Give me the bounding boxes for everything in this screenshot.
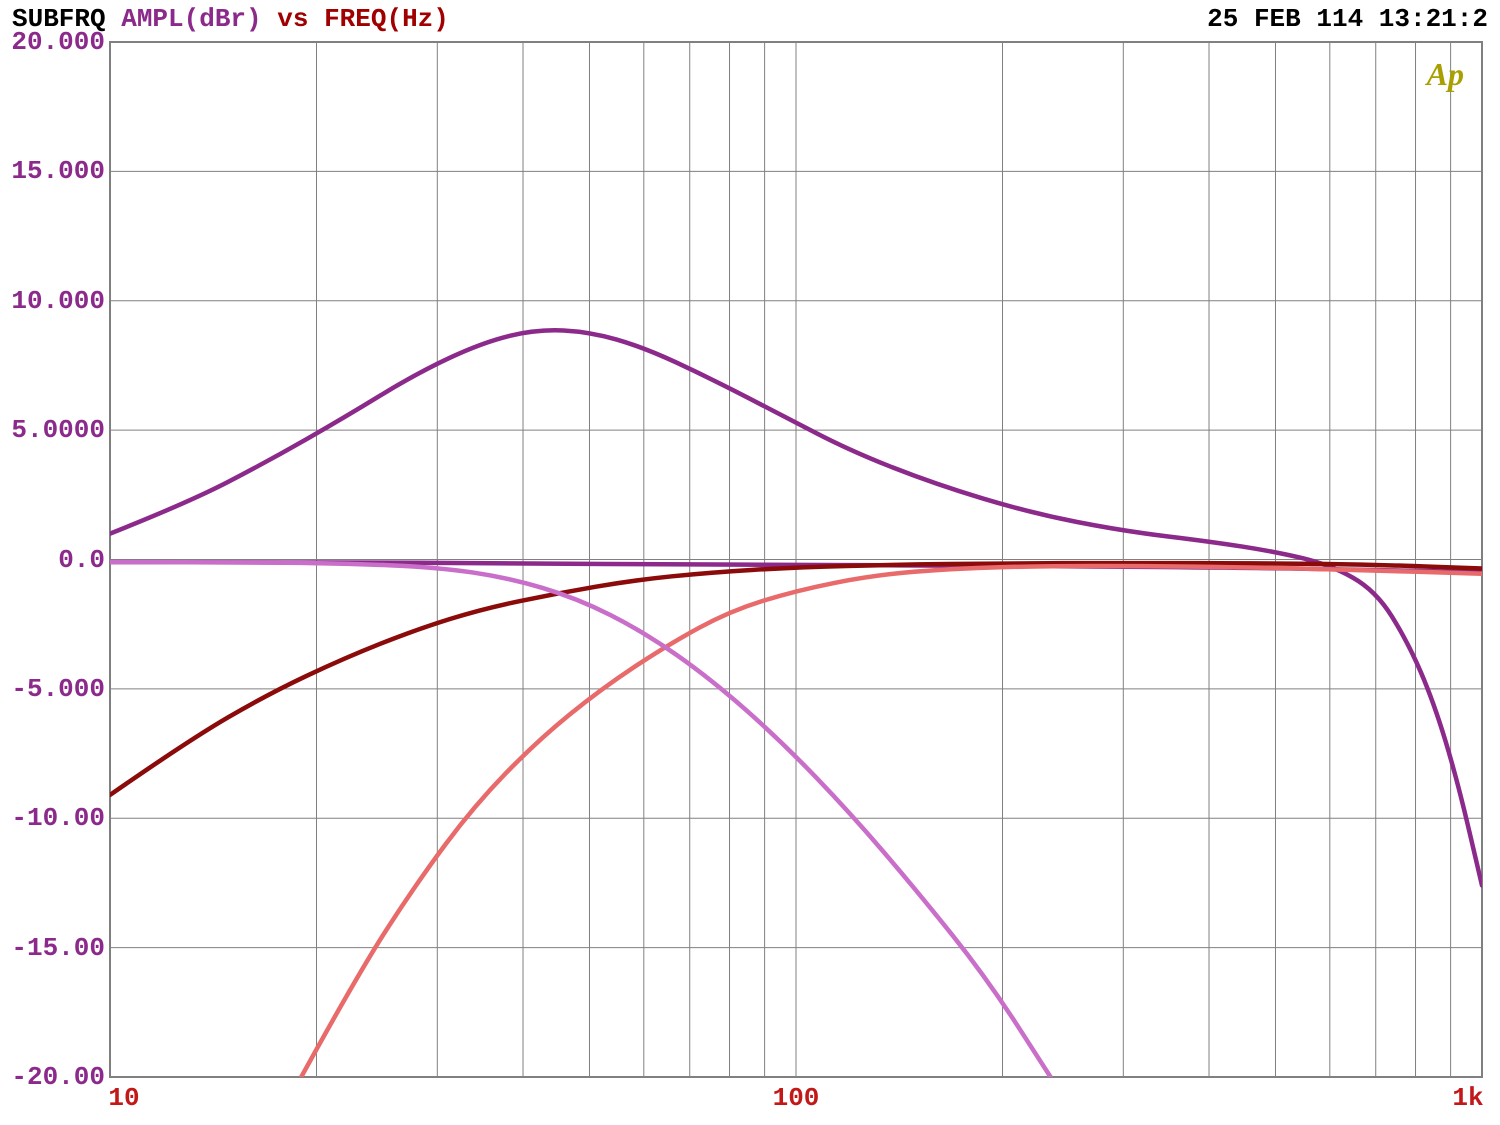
- ap-watermark-icon: Ap: [1427, 56, 1464, 93]
- ytick-label: 15.000: [10, 156, 105, 186]
- ytick-label: -20.00: [10, 1062, 105, 1092]
- ytick-label: 10.000: [10, 286, 105, 316]
- ytick-label: -5.000: [10, 674, 105, 704]
- ytick-label: -15.00: [10, 933, 105, 963]
- ytick-label: 5.0000: [10, 415, 105, 445]
- ytick-label: 20.000: [10, 27, 105, 57]
- frequency-response-plot: [0, 0, 1500, 1125]
- ytick-label: 0.0: [10, 545, 105, 575]
- ytick-label: -10.00: [10, 803, 105, 833]
- xtick-label: 1k: [1452, 1083, 1483, 1113]
- chart-container: SUBFRQ AMPL(dBr) vs FREQ(Hz) 25 FEB 114 …: [0, 0, 1500, 1125]
- xtick-label: 100: [773, 1083, 820, 1113]
- xtick-label: 10: [108, 1083, 139, 1113]
